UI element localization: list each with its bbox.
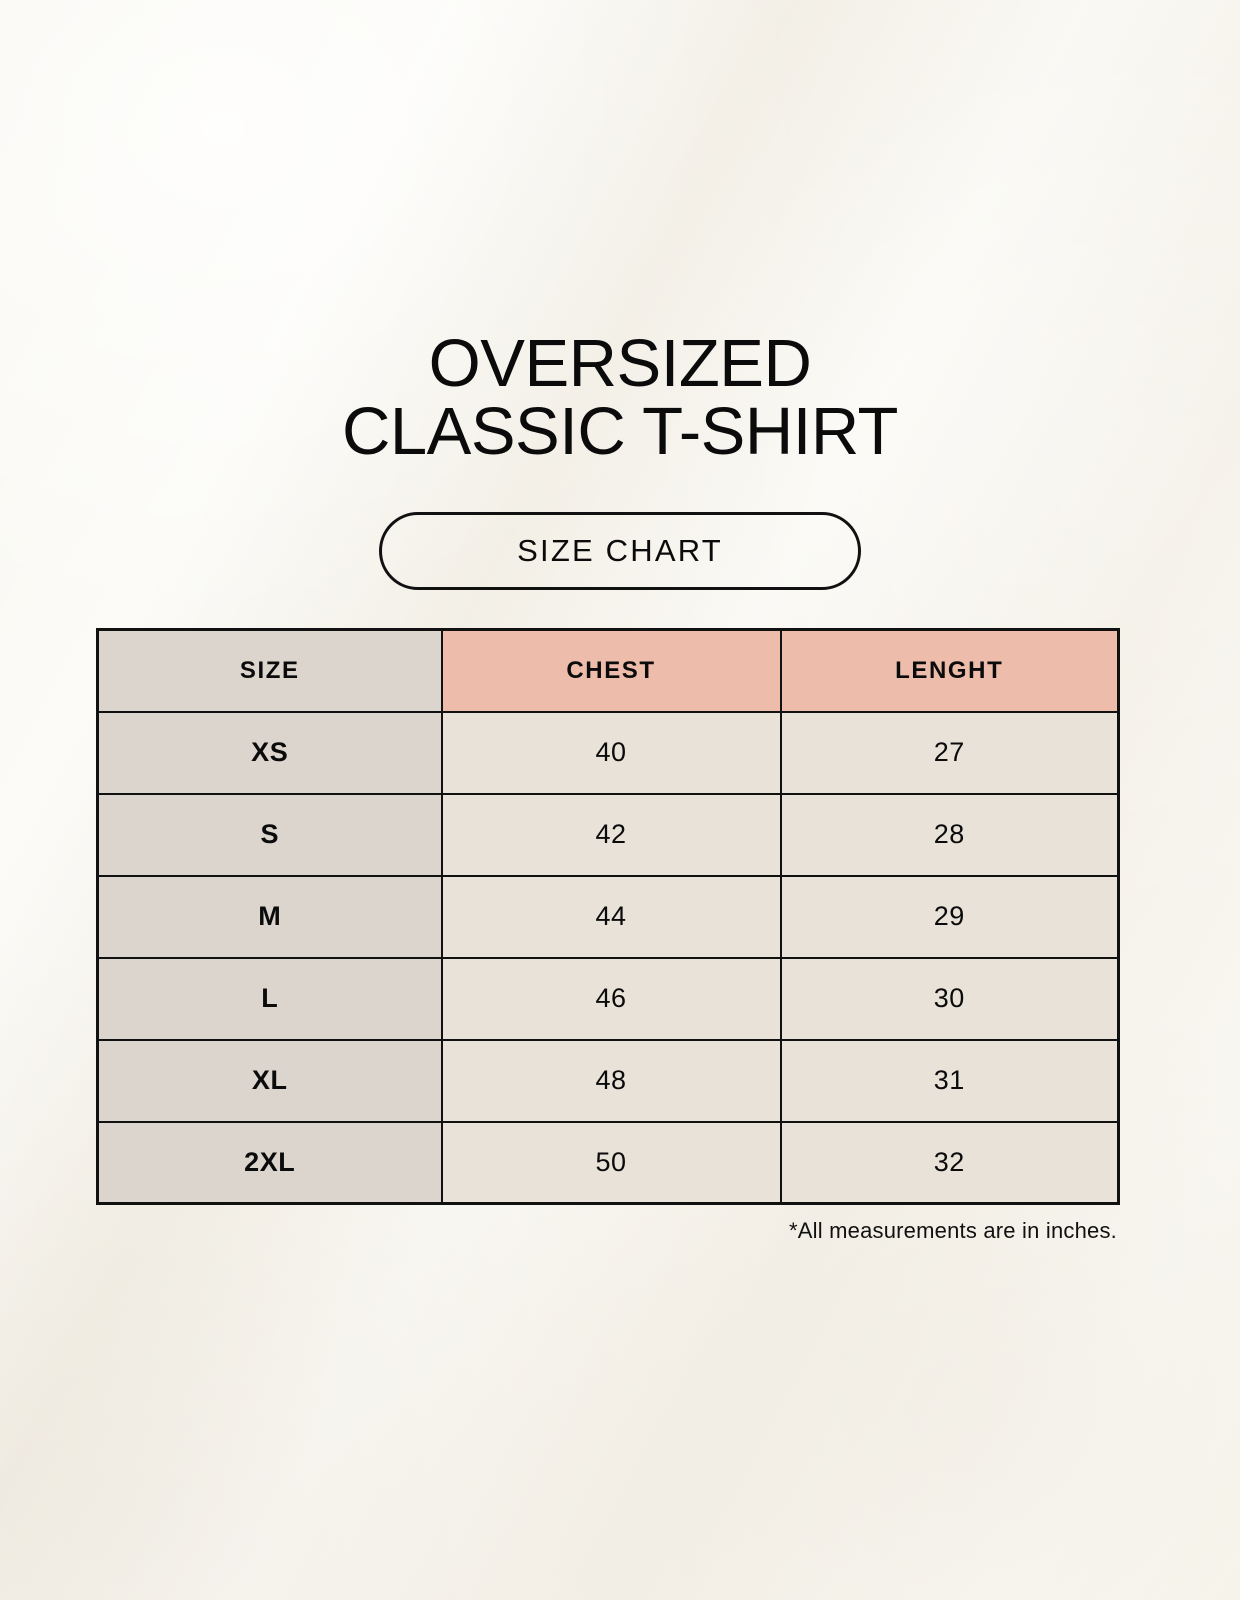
cell-size: L (97, 957, 443, 1041)
cell-chest: 42 (441, 793, 782, 877)
table-row: L 46 30 (97, 957, 1119, 1041)
table-row: XS 40 27 (97, 711, 1119, 795)
cell-length: 32 (780, 1121, 1119, 1204)
table-row: S 42 28 (97, 793, 1119, 877)
cell-chest: 46 (441, 957, 782, 1041)
table-row: XL 48 31 (97, 1039, 1119, 1123)
measurement-footnote: *All measurements are in inches. (789, 1218, 1117, 1243)
cell-length: 30 (780, 957, 1119, 1041)
cell-length: 27 (780, 711, 1119, 795)
column-header-size: SIZE (97, 629, 443, 713)
column-header-chest: CHEST (441, 629, 782, 713)
table-row: M 44 29 (97, 875, 1119, 959)
cell-size: XL (97, 1039, 443, 1123)
size-table-container: SIZE CHEST LENGHT XS 40 27 S 42 28 M (96, 628, 1120, 1205)
cell-length: 28 (780, 793, 1119, 877)
title-line-1: OVERSIZED (428, 326, 812, 401)
size-chart-badge-label: SIZE CHART (517, 533, 723, 568)
cell-size: S (97, 793, 443, 877)
cell-chest: 50 (441, 1121, 782, 1204)
cell-size: XS (97, 711, 443, 795)
cell-chest: 48 (441, 1039, 782, 1123)
title-line-2: CLASSIC T-SHIRT (342, 394, 898, 469)
cell-length: 31 (780, 1039, 1119, 1123)
page-title: OVERSIZED CLASSIC T-SHIRT (0, 330, 1240, 466)
table-header-row: SIZE CHEST LENGHT (97, 629, 1119, 713)
cell-size: 2XL (97, 1121, 443, 1204)
cell-size: M (97, 875, 443, 959)
table-row: 2XL 50 32 (97, 1121, 1119, 1204)
cell-length: 29 (780, 875, 1119, 959)
size-table: SIZE CHEST LENGHT XS 40 27 S 42 28 M (96, 628, 1120, 1205)
cell-chest: 44 (441, 875, 782, 959)
column-header-length: LENGHT (780, 629, 1119, 713)
cell-chest: 40 (441, 711, 782, 795)
size-chart-badge: SIZE CHART (379, 512, 861, 590)
